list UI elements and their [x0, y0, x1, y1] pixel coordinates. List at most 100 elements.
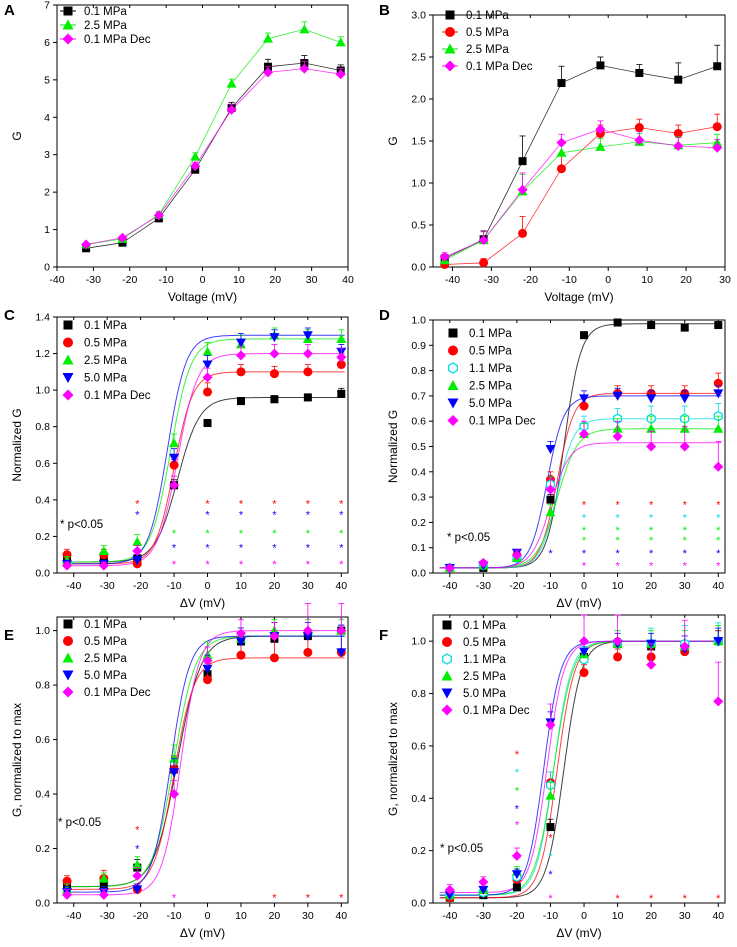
x-axis-label: ΔV (mV) — [180, 596, 225, 610]
x-tick-label: 0 — [205, 910, 211, 922]
data-point — [512, 883, 521, 892]
x-tick-label: -20 — [509, 580, 524, 592]
x-tick-label: -30 — [476, 580, 491, 592]
significance-mark: * — [339, 542, 344, 554]
y-tick-label: 2.5 — [411, 52, 426, 64]
fit-curve-0-1-mpa-dec — [63, 353, 345, 567]
legend-label: 0.5 MPa — [463, 637, 506, 649]
data-point — [679, 394, 690, 404]
data-point — [595, 124, 606, 135]
significance-mark: * — [135, 499, 140, 511]
y-tick-label: 1.0 — [411, 178, 426, 190]
series-0-1-mpa-dec — [444, 420, 724, 573]
significance-mark: * — [582, 512, 587, 524]
data-point — [612, 391, 623, 401]
legend-label: 5.0 MPa — [84, 373, 127, 385]
x-tick-label: 20 — [645, 580, 657, 592]
significance-mark: * — [649, 512, 654, 524]
significance-mark: * — [272, 528, 277, 540]
data-point — [336, 360, 346, 370]
y-tick-label: 0.4 — [411, 466, 426, 478]
legend-label: 0.1 MPa — [469, 328, 512, 340]
data-point — [557, 79, 566, 88]
legend: 0.1 MPa 0.5 MPa 1.1 MPa 2.5 MPa 5.0 MPa 0.1 M… — [447, 328, 536, 428]
data-point — [303, 367, 313, 377]
legend-marker — [63, 320, 73, 330]
x-tick-label: -10 — [543, 580, 558, 592]
fit-curve-0-1-mpa-dec — [63, 630, 345, 896]
significance-mark: * — [272, 509, 277, 521]
x-tick-label: 20 — [680, 274, 692, 286]
significance-mark: * — [548, 833, 553, 845]
series-0-1-mpa-dec — [444, 614, 724, 895]
significance-mark: * — [716, 500, 721, 512]
data-point — [511, 550, 522, 561]
legend-marker — [442, 620, 452, 630]
y-tick-label: 1.0 — [411, 636, 426, 648]
significance-mark: * — [615, 560, 620, 572]
data-point — [517, 184, 528, 195]
data-point — [335, 69, 346, 80]
data-point — [337, 389, 346, 398]
data-point — [674, 75, 683, 84]
x-axis-label: ΔV (mV) — [556, 596, 601, 610]
significance-mark: * — [582, 560, 587, 572]
x-tick-label: -30 — [476, 910, 491, 922]
data-point — [202, 655, 213, 666]
significance-mark: * — [239, 559, 244, 571]
x-tick-label: 10 — [235, 910, 247, 922]
fit-curve-2-5-mpa — [63, 338, 345, 563]
x-tick-label: 40 — [712, 580, 724, 592]
x-tick-label: -40 — [445, 274, 460, 286]
legend-marker — [442, 637, 452, 647]
significance-mark: * — [339, 559, 344, 571]
y-tick-label: 0.2 — [411, 845, 426, 857]
series-0-1-mpa-dec — [439, 120, 723, 262]
x-tick-label: -30 — [86, 274, 101, 286]
x-tick-label: -10 — [166, 580, 181, 592]
x-tick-label: 30 — [679, 910, 691, 922]
data-point — [62, 560, 73, 571]
y-tick-label: 0.8 — [35, 421, 50, 433]
x-tick-label: -10 — [166, 910, 181, 922]
data-point — [81, 239, 92, 250]
significance-mark: * — [205, 559, 210, 571]
significance-mark: * — [306, 542, 311, 554]
y-tick-label: 0.7 — [411, 390, 426, 402]
legend-marker — [444, 43, 456, 54]
data-point — [613, 318, 622, 327]
data-point — [98, 873, 109, 883]
series-line-2-5-mpa — [86, 28, 341, 245]
data-point — [546, 495, 555, 504]
data-point — [712, 122, 722, 132]
data-point — [132, 885, 143, 895]
significance-mark: * — [615, 893, 620, 905]
x-tick-label: -40 — [66, 910, 81, 922]
legend-label: 0.1 MPa — [466, 10, 509, 22]
series-line-0-1-mpa-dec — [86, 68, 341, 245]
data-point — [511, 870, 522, 880]
x-tick-label: 20 — [645, 910, 657, 922]
data-point — [226, 104, 237, 115]
panel-label: A — [4, 2, 15, 19]
data-point — [299, 63, 310, 74]
significance-mark: * — [615, 548, 620, 560]
data-point — [556, 164, 566, 174]
data-point — [169, 438, 180, 448]
data-point — [713, 696, 724, 707]
data-point — [270, 395, 279, 404]
x-tick-label: -40 — [442, 910, 457, 922]
legend-marker — [62, 354, 74, 365]
data-point — [478, 885, 489, 895]
significance-mark: * — [515, 785, 520, 797]
significance-mark: * — [515, 767, 520, 779]
x-tick-label: -30 — [100, 910, 115, 922]
panel-label: C — [4, 307, 15, 324]
legend-marker — [447, 415, 459, 426]
data-point — [190, 160, 201, 171]
data-point — [203, 675, 213, 685]
x-tick-label: 0 — [581, 910, 587, 922]
series-2-5-mpa — [439, 133, 723, 265]
significance-mark: * — [582, 535, 587, 547]
y-tick-label: 0.4 — [35, 494, 50, 506]
